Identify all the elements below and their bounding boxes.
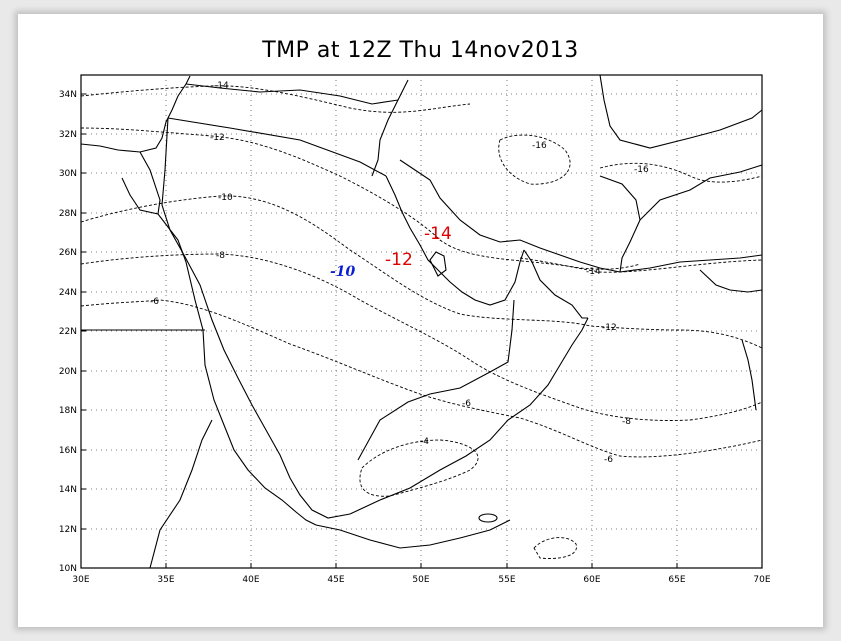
- y-tick-label: 22N: [59, 327, 77, 337]
- contour-label: -4: [420, 437, 429, 447]
- red-sea-east-coast: [161, 117, 351, 519]
- x-tick-label: 30E: [72, 575, 89, 585]
- contour-label: -14: [586, 267, 601, 277]
- levant-coast: [80, 75, 191, 153]
- plot-border: [80, 74, 763, 569]
- sinai: [139, 151, 161, 215]
- gulf-east-coast: [399, 159, 763, 273]
- x-tick-label: 45E: [327, 575, 344, 585]
- annotation-red-b: -12: [385, 250, 413, 270]
- x-tick-label: 60E: [583, 575, 600, 585]
- contour-label: -6: [462, 399, 471, 409]
- pakistan-coast: [699, 269, 763, 293]
- annotation-blue: -10: [330, 264, 356, 280]
- axis-ticks: [80, 93, 763, 569]
- contour-minus-14-right: [519, 257, 763, 273]
- x-tick-label: 70E: [753, 575, 770, 585]
- y-tick-label: 30N: [59, 169, 77, 179]
- y-tick-label: 26N: [59, 248, 77, 258]
- y-tick-label: 24N: [59, 288, 77, 298]
- contour-minus-10: [80, 195, 763, 349]
- x-tick-label: 65E: [668, 575, 685, 585]
- iraq-iran-border: [371, 79, 409, 177]
- contour-small-south: [533, 537, 577, 559]
- x-tick-label: 40E: [242, 575, 259, 585]
- contour-minus-8: [80, 253, 763, 421]
- contour-label: -8: [622, 417, 631, 427]
- turkey-border: [185, 83, 399, 105]
- y-tick-label: 20N: [59, 367, 77, 377]
- x-tick-label: 35E: [157, 575, 174, 585]
- contour-label: -6: [604, 455, 613, 465]
- afghan-border: [599, 74, 763, 149]
- horn-africa: [315, 519, 511, 549]
- y-tick-label: 16N: [59, 446, 77, 456]
- contour-minus-4: [359, 439, 479, 497]
- contour-minus-12-top: [80, 127, 641, 270]
- contour-minus-6-left: [80, 299, 763, 458]
- socotra: [478, 513, 498, 523]
- contour-minus-16: [498, 134, 571, 185]
- contour-minus-14-top: [80, 85, 471, 113]
- y-tick-label: 34N: [59, 90, 77, 100]
- qatar: [429, 251, 447, 277]
- contour-label: -16: [634, 165, 649, 175]
- contour-label: -8: [216, 251, 225, 261]
- y-tick-label: 10N: [59, 564, 77, 574]
- india-coast: [741, 339, 757, 411]
- contour-label: -12: [210, 133, 225, 143]
- x-tick-label: 55E: [498, 575, 515, 585]
- red-sea-west-coast: [121, 177, 317, 526]
- contour-minus-16-b: [599, 162, 763, 183]
- contour-label: -14: [214, 81, 229, 91]
- y-tick-label: 12N: [59, 525, 77, 535]
- y-tick-label: 18N: [59, 406, 77, 416]
- grid-lines: [81, 75, 762, 568]
- x-tick-label: 50E: [412, 575, 429, 585]
- y-tick-label: 14N: [59, 485, 77, 495]
- pakistan-border: [639, 164, 763, 221]
- y-tick-label: 32N: [59, 130, 77, 140]
- arabia-south-coast: [349, 317, 589, 515]
- temperature-contours: [80, 85, 763, 559]
- annotation-red-a: -14: [424, 224, 452, 244]
- image-frame: [18, 14, 823, 627]
- oman-coast: [523, 249, 588, 319]
- contour-label: -10: [218, 193, 233, 203]
- saudi-yemen-border: [357, 299, 515, 461]
- contour-label: -16: [532, 141, 547, 151]
- y-tick-label: 28N: [59, 209, 77, 219]
- contour-label: -12: [602, 323, 617, 333]
- iran-east-border: [599, 175, 641, 273]
- saudi-north-border: [167, 117, 387, 177]
- gulf-west-coast: [385, 175, 525, 306]
- map-title: TMP at 12Z Thu 14nov2013: [262, 38, 579, 63]
- contour-label: -6: [150, 297, 159, 307]
- sudan-ethiopia-border: [149, 419, 213, 569]
- coastlines: [80, 74, 763, 569]
